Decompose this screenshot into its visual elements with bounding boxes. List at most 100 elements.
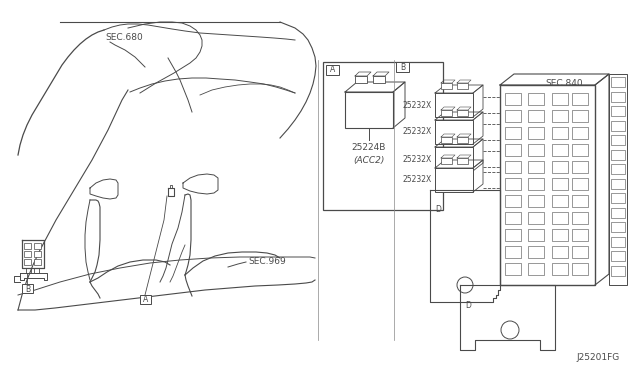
Text: D: D: [435, 205, 441, 215]
Text: B: B: [25, 285, 30, 294]
Bar: [528, 178, 544, 190]
Bar: [552, 93, 568, 105]
Bar: [552, 195, 568, 207]
Bar: [528, 229, 544, 241]
Text: (ACC2): (ACC2): [353, 155, 385, 164]
Text: 25232X: 25232X: [403, 176, 432, 185]
Text: A: A: [143, 295, 148, 305]
Text: B: B: [400, 62, 405, 71]
Bar: [140, 295, 151, 304]
Bar: [505, 229, 521, 241]
Bar: [572, 229, 588, 241]
Bar: [34, 243, 41, 249]
Bar: [441, 137, 452, 143]
Bar: [34, 251, 41, 257]
Bar: [552, 229, 568, 241]
Bar: [505, 110, 521, 122]
Bar: [505, 93, 521, 105]
Bar: [528, 144, 544, 156]
Bar: [611, 193, 625, 203]
Text: SEC.680: SEC.680: [105, 33, 143, 42]
Text: A: A: [330, 65, 335, 74]
Bar: [528, 127, 544, 139]
Bar: [611, 266, 625, 276]
Bar: [611, 121, 625, 131]
Bar: [435, 93, 473, 117]
Bar: [528, 93, 544, 105]
Bar: [552, 263, 568, 275]
Bar: [24, 259, 31, 265]
Bar: [528, 161, 544, 173]
Bar: [34, 259, 41, 265]
Bar: [611, 208, 625, 218]
Bar: [441, 158, 452, 164]
Bar: [373, 76, 385, 83]
Bar: [552, 144, 568, 156]
Bar: [572, 178, 588, 190]
Bar: [396, 62, 409, 72]
Bar: [552, 110, 568, 122]
Bar: [552, 178, 568, 190]
Bar: [528, 246, 544, 258]
Bar: [572, 127, 588, 139]
Bar: [572, 110, 588, 122]
Bar: [572, 212, 588, 224]
Bar: [441, 83, 452, 89]
Bar: [528, 263, 544, 275]
Text: SEC.969: SEC.969: [248, 257, 285, 266]
Text: J25201FG: J25201FG: [577, 353, 620, 362]
Bar: [572, 195, 588, 207]
Bar: [611, 150, 625, 160]
Bar: [505, 195, 521, 207]
Bar: [572, 144, 588, 156]
Text: D: D: [465, 301, 471, 310]
Bar: [528, 110, 544, 122]
Bar: [611, 135, 625, 145]
Bar: [611, 106, 625, 116]
Bar: [505, 246, 521, 258]
Bar: [441, 110, 452, 116]
Bar: [435, 120, 473, 144]
Bar: [611, 251, 625, 261]
Bar: [345, 92, 393, 128]
Bar: [572, 93, 588, 105]
Bar: [611, 222, 625, 232]
Bar: [323, 62, 443, 210]
Text: SEC.840: SEC.840: [545, 78, 582, 87]
Bar: [24, 251, 31, 257]
Bar: [572, 161, 588, 173]
Bar: [611, 77, 625, 87]
Bar: [457, 158, 468, 164]
Text: 25232X: 25232X: [403, 128, 432, 137]
Bar: [552, 246, 568, 258]
Bar: [457, 83, 468, 89]
Bar: [457, 110, 468, 116]
Bar: [505, 161, 521, 173]
Bar: [572, 263, 588, 275]
Bar: [528, 195, 544, 207]
Bar: [552, 212, 568, 224]
Bar: [435, 147, 473, 171]
Text: 25232X: 25232X: [403, 100, 432, 109]
Bar: [552, 127, 568, 139]
Bar: [611, 179, 625, 189]
Bar: [528, 212, 544, 224]
Text: 25232X: 25232X: [403, 154, 432, 164]
Bar: [326, 65, 339, 75]
Bar: [505, 263, 521, 275]
Bar: [505, 144, 521, 156]
Bar: [457, 137, 468, 143]
Bar: [505, 178, 521, 190]
Bar: [24, 243, 31, 249]
Bar: [505, 127, 521, 139]
Bar: [572, 246, 588, 258]
Bar: [22, 284, 33, 293]
Bar: [611, 237, 625, 247]
Bar: [611, 92, 625, 102]
Text: 25224B: 25224B: [352, 144, 386, 153]
Bar: [552, 161, 568, 173]
Bar: [505, 212, 521, 224]
Bar: [500, 85, 595, 285]
Bar: [435, 168, 473, 192]
Bar: [609, 74, 627, 285]
